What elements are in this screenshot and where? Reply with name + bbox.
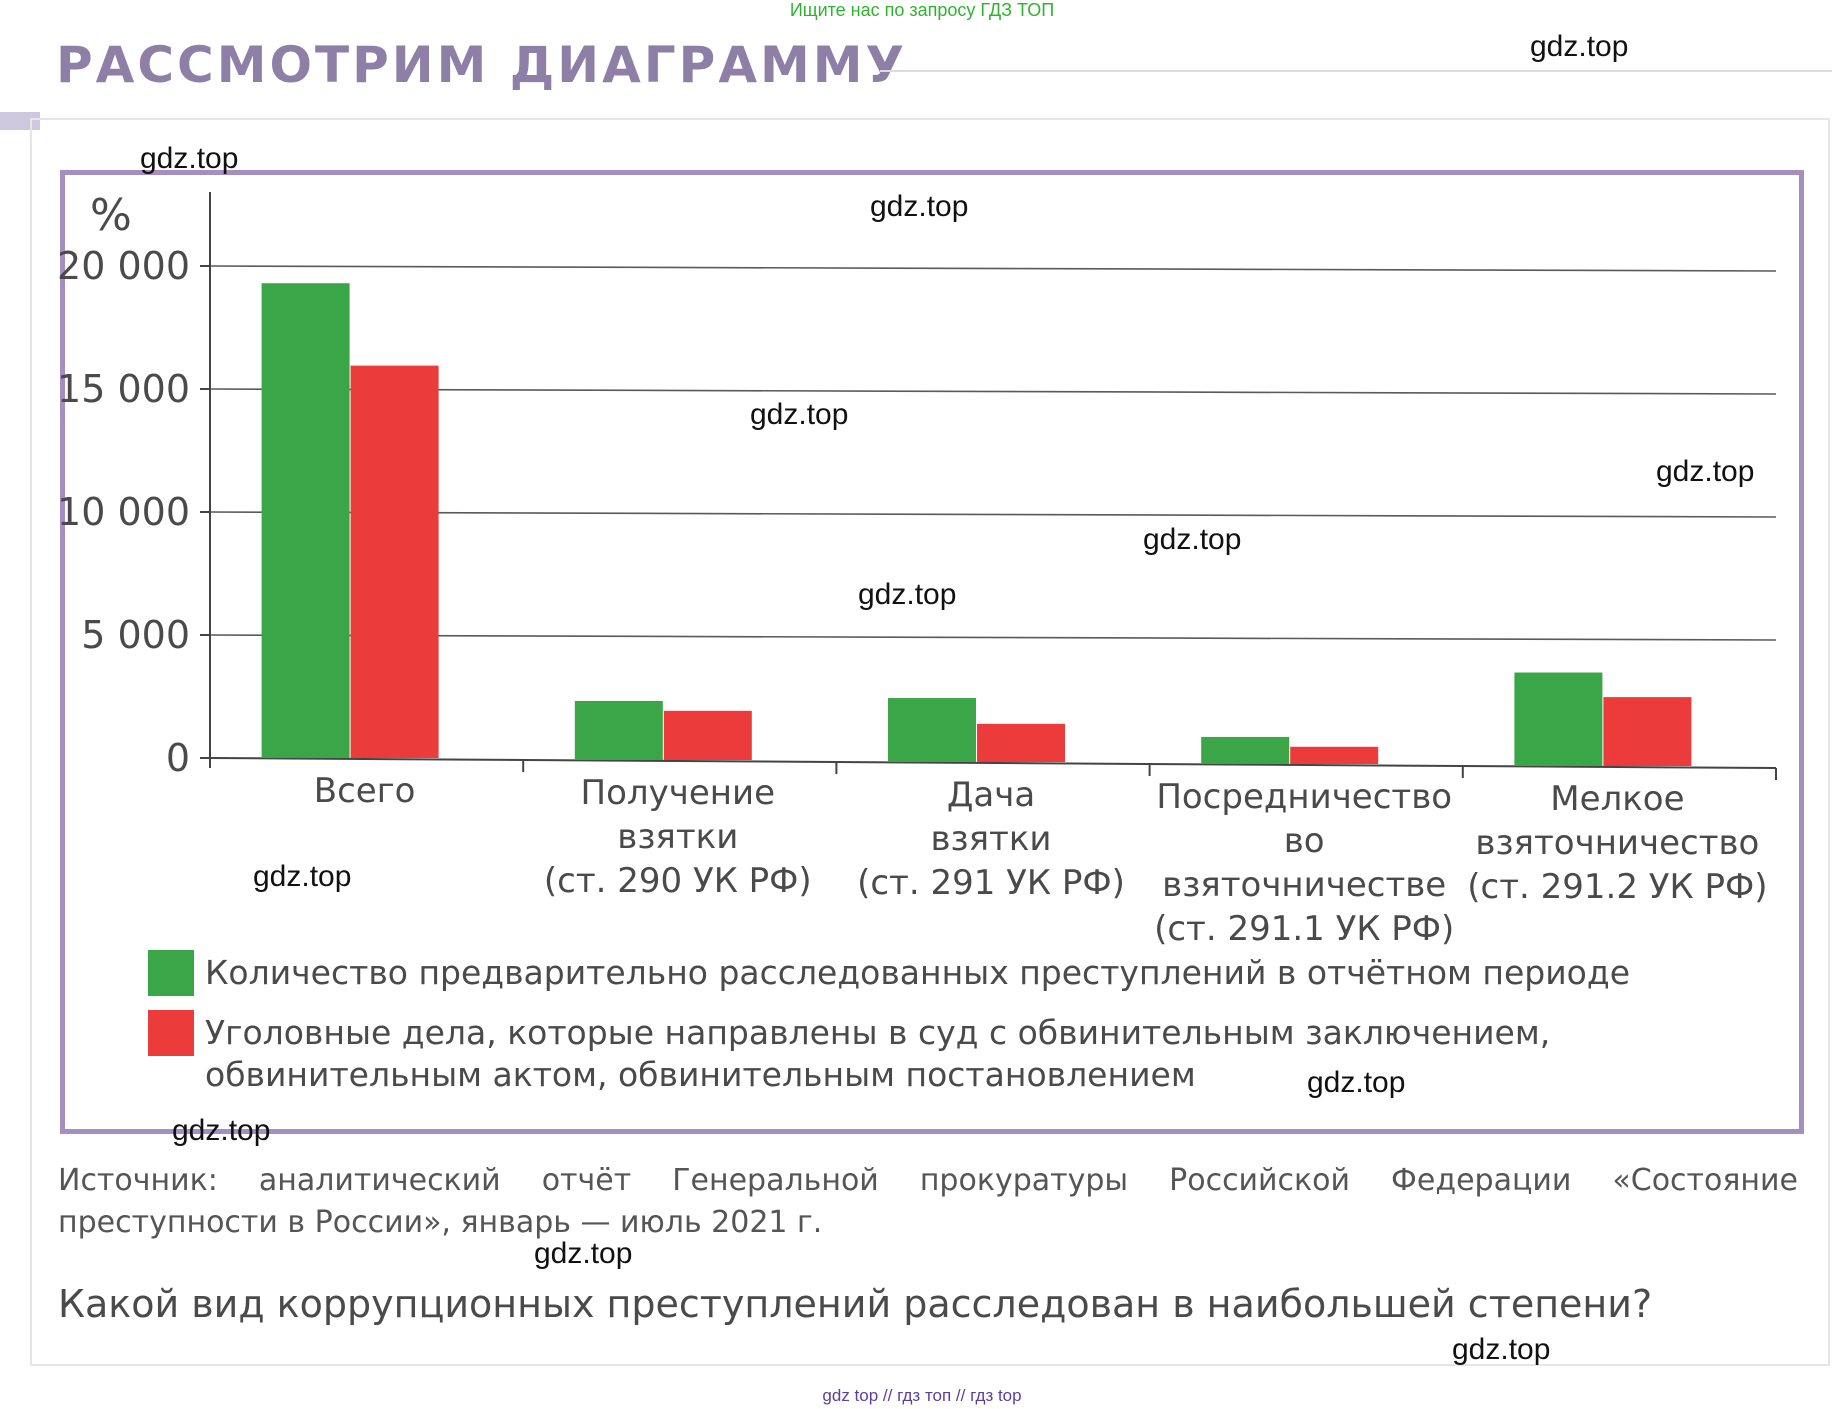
y-tick-label: 10 000 xyxy=(57,490,190,534)
page-frame xyxy=(30,118,1830,1366)
category-label: (ст. 291.1 УК РФ) xyxy=(1154,909,1454,949)
bar-sent-to-court xyxy=(977,723,1065,762)
y-axis-unit: % xyxy=(90,190,132,241)
bar-investigated xyxy=(888,698,976,762)
watermark-label: gdz.top xyxy=(750,398,849,431)
gridline xyxy=(209,634,1777,641)
bar-sent-to-court xyxy=(663,710,752,760)
watermark-label: gdz.top xyxy=(1307,1066,1406,1099)
category-label: (ст. 290 УК РФ) xyxy=(544,861,812,901)
watermark-label: gdz.top xyxy=(870,190,969,223)
bar-investigated xyxy=(1201,736,1290,764)
watermark-label: gdz.top xyxy=(1452,1333,1551,1366)
watermark-label: gdz.top xyxy=(534,1237,633,1270)
bar-investigated xyxy=(574,700,663,760)
bar-investigated xyxy=(261,283,350,758)
category-label: взяточничество xyxy=(1475,823,1759,863)
y-tick-label: 15 000 xyxy=(57,367,190,411)
gridline xyxy=(209,265,1777,272)
category-label: взятки xyxy=(617,817,738,857)
legend-swatch-sent-to-court xyxy=(148,1010,194,1056)
legend-swatch-investigated xyxy=(148,950,194,996)
gridline xyxy=(209,511,1777,518)
chart-frame xyxy=(60,170,1804,1134)
bar-sent-to-court xyxy=(350,365,439,758)
watermark-label: gdz.top xyxy=(253,860,352,893)
legend-label: Количество предварительно расследованных… xyxy=(205,953,1630,992)
category-label: Дача xyxy=(947,775,1035,815)
legend-label: Уголовные дела, которые направлены в суд… xyxy=(205,1013,1550,1052)
category-label: Мелкое xyxy=(1550,779,1684,819)
heading-divider xyxy=(880,70,1832,72)
gridline xyxy=(209,388,1777,395)
watermark-label: gdz.top xyxy=(1656,455,1755,488)
legend-label: обвинительным актом, обвинительным поста… xyxy=(205,1055,1196,1094)
watermark-label: gdz.top xyxy=(172,1114,271,1147)
watermark-label: gdz.top xyxy=(858,578,957,611)
bar-sent-to-court xyxy=(1290,746,1379,764)
category-label: (ст. 291 УК РФ) xyxy=(857,863,1125,903)
question-text: Какой вид коррупционных преступлений рас… xyxy=(58,1282,1653,1326)
y-tick-label: 5 000 xyxy=(81,613,190,657)
x-axis xyxy=(209,757,1777,769)
category-label: Всего xyxy=(314,771,416,811)
search-hint[interactable]: Ищите нас по запросу ГДЗ ТОП xyxy=(789,0,1055,20)
watermark-label: gdz.top xyxy=(1530,30,1629,63)
y-tick-label: 20 000 xyxy=(57,244,190,288)
watermark-label: gdz.top xyxy=(1143,523,1242,556)
bar-sent-to-court xyxy=(1603,697,1692,766)
watermark-label: gdz.top xyxy=(140,142,239,175)
y-tick-label: 0 xyxy=(166,736,190,780)
category-label: во xyxy=(1284,821,1325,861)
category-label: взяточничестве xyxy=(1162,865,1446,905)
category-label: Получение xyxy=(581,773,775,813)
source-note: Источник: аналитический отчёт Генерально… xyxy=(58,1163,1798,1240)
bar-investigated xyxy=(1514,672,1603,766)
category-label: Посредничество xyxy=(1156,777,1452,817)
section-heading: РАССМОТРИМ ДИАГРАММУ xyxy=(56,36,908,94)
category-label: взятки xyxy=(930,819,1051,859)
category-label: (ст. 291.2 УК РФ) xyxy=(1467,867,1767,907)
footer-links[interactable]: gdz top // гдз топ // гдз top xyxy=(822,1386,1022,1405)
